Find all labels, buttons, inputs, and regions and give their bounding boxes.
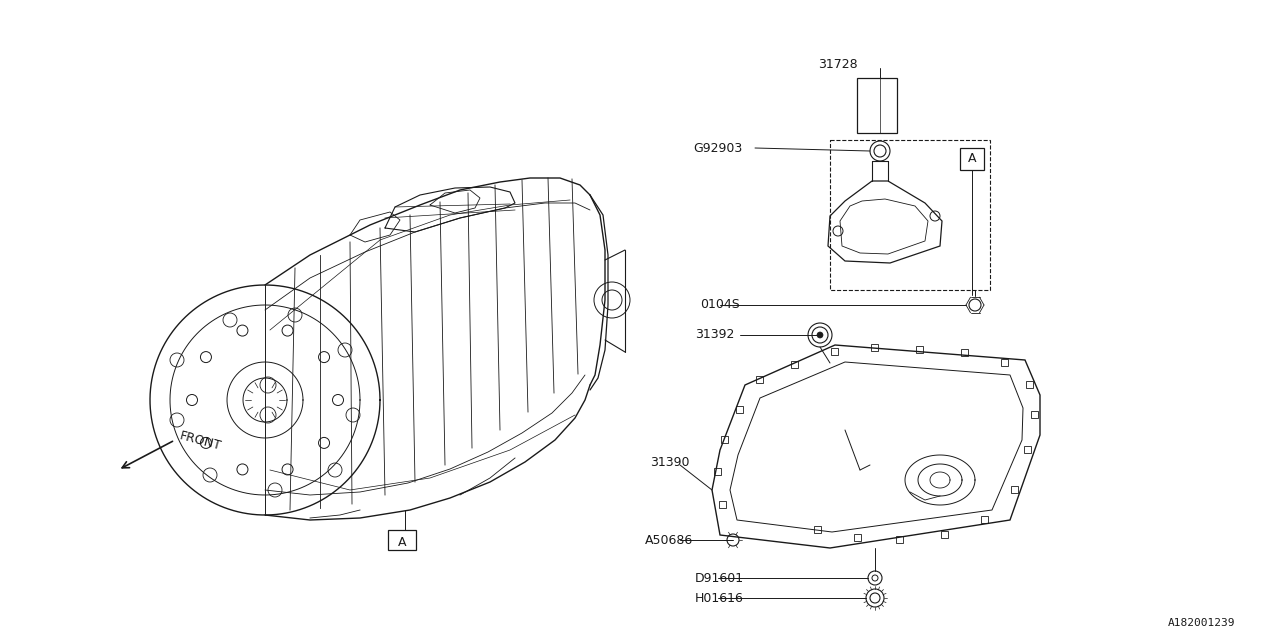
Bar [831, 348, 838, 355]
Text: 31728: 31728 [818, 58, 858, 72]
Bar [960, 148, 984, 170]
Text: 31392: 31392 [695, 328, 735, 342]
Text: D91601: D91601 [695, 572, 744, 584]
Text: A: A [968, 152, 977, 166]
Text: H01616: H01616 [695, 591, 744, 605]
Bar [896, 536, 902, 543]
Bar [961, 349, 968, 356]
Bar [814, 526, 820, 533]
Bar [721, 436, 728, 443]
Bar [829, 140, 989, 290]
Text: FRONT: FRONT [178, 429, 223, 453]
Bar [941, 531, 948, 538]
Text: 31390: 31390 [650, 456, 690, 468]
Bar [916, 346, 923, 353]
Text: A: A [398, 536, 406, 548]
Bar [854, 534, 861, 541]
Bar [791, 361, 797, 368]
Bar [1030, 411, 1038, 418]
Text: A50686: A50686 [645, 534, 694, 547]
Text: 0104S: 0104S [700, 298, 740, 312]
Bar [714, 468, 721, 475]
Text: G92903: G92903 [692, 141, 742, 154]
Circle shape [817, 332, 823, 338]
Bar [1024, 446, 1030, 453]
Bar [756, 376, 763, 383]
Bar [388, 530, 416, 550]
Text: A182001239: A182001239 [1167, 618, 1235, 628]
Bar [870, 344, 878, 351]
Bar [1001, 359, 1009, 366]
Bar [1011, 486, 1018, 493]
Bar [980, 516, 988, 523]
Bar [719, 501, 726, 508]
Bar [736, 406, 742, 413]
Bar [858, 78, 897, 133]
Bar [1027, 381, 1033, 388]
